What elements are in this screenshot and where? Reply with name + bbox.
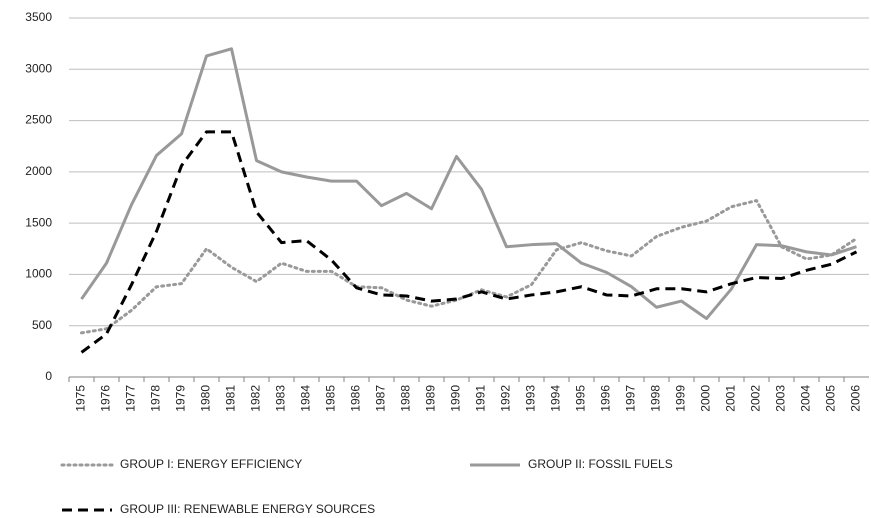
x-tick-label: 1982 [249, 385, 263, 412]
x-tick-label: 2001 [724, 385, 738, 412]
x-tick-label: 1993 [524, 385, 538, 412]
x-tick-label: 1985 [324, 385, 338, 412]
y-tick-label: 0 [45, 369, 52, 383]
x-tick-label: 1988 [399, 385, 413, 412]
x-tick-label: 2002 [749, 385, 763, 412]
x-tick-label: 2003 [774, 385, 788, 412]
series-line [80, 199, 858, 335]
x-tick-label: 1997 [624, 385, 638, 412]
series-line [80, 47, 857, 321]
legend-label: GROUP II: FOSSIL FUELS [528, 457, 673, 471]
x-tick-label: 1976 [99, 385, 113, 412]
x-tick-label: 1980 [199, 385, 213, 412]
x-tick-label: 1996 [599, 385, 613, 412]
x-tick-label: 1984 [299, 385, 313, 412]
y-tick-label: 500 [32, 318, 52, 332]
x-tick-label: 1986 [349, 385, 363, 412]
y-tick-label: 2500 [25, 113, 52, 127]
x-tick-label: 1983 [274, 385, 288, 412]
x-tick-label: 2004 [799, 385, 813, 412]
x-tick-label: 1999 [674, 385, 688, 412]
legend-label: GROUP I: ENERGY EFFICIENCY [120, 457, 302, 471]
x-tick-label: 1998 [649, 385, 663, 412]
x-tick-label: 1989 [424, 385, 438, 412]
x-tick-label: 1977 [124, 385, 138, 412]
legend-label: GROUP III: RENEWABLE ENERGY SOURCES [120, 502, 375, 516]
y-tick-label: 1500 [25, 215, 52, 229]
x-tick-label: 1991 [474, 385, 488, 412]
x-tick-label: 1995 [574, 385, 588, 412]
y-tick-label: 1000 [25, 267, 52, 281]
x-tick-label: 1981 [224, 385, 238, 412]
x-tick-label: 1978 [149, 385, 163, 412]
x-tick-label: 2005 [824, 385, 838, 412]
x-tick-label: 1975 [74, 385, 88, 412]
x-tick-label: 1990 [449, 385, 463, 412]
x-tick-label: 1994 [549, 385, 563, 412]
y-tick-label: 3500 [25, 10, 52, 24]
x-tick-label: 2000 [699, 385, 713, 412]
x-tick-label: 1987 [374, 385, 388, 412]
y-tick-label: 3000 [25, 61, 52, 75]
series-line [80, 130, 858, 354]
y-tick-label: 2000 [25, 164, 52, 178]
x-tick-label: 1979 [174, 385, 188, 412]
x-tick-label: 1992 [499, 385, 513, 412]
x-tick-label: 2006 [849, 385, 863, 412]
